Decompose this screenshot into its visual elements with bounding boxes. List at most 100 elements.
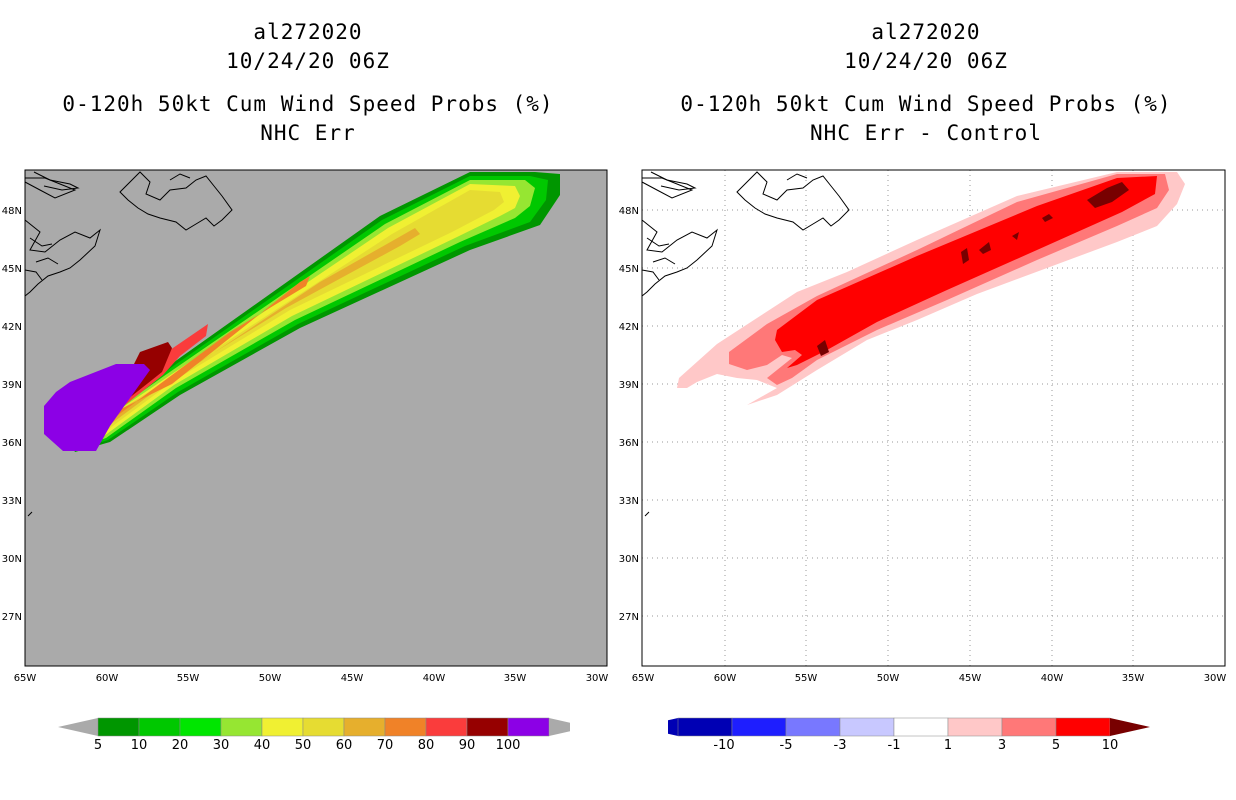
product-label: 0-120h 50kt Cum Wind Speed Probs (%) <box>680 92 1172 116</box>
colorbar-box <box>1001 717 1057 737</box>
lon-tick-label: 30W <box>586 673 609 684</box>
diff-contour-5 <box>775 176 1157 368</box>
forecast-time-label: 10/24/20 06Z <box>226 49 390 73</box>
lat-tick-labels: 48N 45N 42N 39N 36N 33N 30N 27N <box>619 206 639 623</box>
lon-tick-label: 45W <box>959 673 982 684</box>
colorbar-over-arrow <box>549 718 570 736</box>
lat-tick-label: 33N <box>619 496 639 507</box>
left-panel-title: al272020 10/24/20 06Z 0-120h 50kt Cum Wi… <box>18 18 598 148</box>
lon-tick-labels: 65W 60W 55W 50W 45W 40W 35W 30W <box>632 673 1227 684</box>
lon-tick-label: 35W <box>504 673 527 684</box>
lon-tick-label: 60W <box>714 673 737 684</box>
prob-contour-40 <box>69 190 504 444</box>
lat-tick-label: 39N <box>619 380 639 391</box>
colorbar-label: 10 <box>131 738 148 753</box>
colorbar-box <box>947 717 1003 737</box>
colorbar-box <box>302 717 345 737</box>
left-probability-map: 65W 60W 55W 50W 45W 40W 35W 30W 48N 45N 42N 39N 36N… <box>2 169 609 684</box>
colorbar-box <box>179 717 222 737</box>
colorbar-label: 3 <box>998 738 1006 753</box>
storm-id-label: al272020 <box>253 20 363 44</box>
lon-tick-label: 45W <box>341 673 364 684</box>
lon-tick-label: 50W <box>259 673 282 684</box>
colorbar-box <box>138 717 181 737</box>
coastline-fragment <box>27 511 33 517</box>
coastline <box>642 171 850 297</box>
lon-tick-labels: 65W 60W 55W 50W 45W 40W 35W 30W <box>14 673 609 684</box>
lat-tick-label: 30N <box>619 554 639 565</box>
lat-tick-label: 45N <box>2 264 22 275</box>
lon-tick-label: 65W <box>14 673 37 684</box>
lat-tick-label: 27N <box>2 612 22 623</box>
colorbar-box <box>384 717 427 737</box>
colorbar-box <box>97 717 140 737</box>
prob-contour-50 <box>70 228 420 442</box>
lon-tick-label: 40W <box>1041 673 1064 684</box>
colorbar-box <box>220 717 263 737</box>
colorbar-label: 100 <box>496 738 521 753</box>
experiment-label: NHC Err - Control <box>810 121 1042 145</box>
colorbar-label: -5 <box>780 738 793 753</box>
map-frame <box>641 169 1226 667</box>
colorbar-box <box>425 717 468 737</box>
colorbar-box <box>785 717 841 737</box>
diff-contour-10 <box>979 242 991 254</box>
colorbar-box <box>507 717 550 737</box>
colorbar-label: 5 <box>1052 738 1060 753</box>
colorbar-label: -10 <box>713 738 734 753</box>
right-difference-map: 65W 60W 55W 50W 45W 40W 35W 30W 48N 45N 42N 39N 36N… <box>619 169 1227 684</box>
diff-contour-10 <box>1012 232 1019 240</box>
diff-contour-10 <box>1042 214 1053 222</box>
colorbar-label: 20 <box>172 738 189 753</box>
colorbar-label: 70 <box>377 738 394 753</box>
storm-id-label: al272020 <box>871 20 981 44</box>
colorbar-label: 1 <box>944 738 952 753</box>
lat-tick-labels: 48N 45N 42N 39N 36N 33N 30N 27N <box>2 206 22 623</box>
forecast-time-label: 10/24/20 06Z <box>844 49 1008 73</box>
lat-tick-label: 30N <box>2 554 22 565</box>
lon-tick-label: 65W <box>632 673 655 684</box>
lon-tick-label: 55W <box>795 673 818 684</box>
lon-tick-label: 50W <box>877 673 900 684</box>
lat-tick-label: 42N <box>619 322 639 333</box>
colorbar-label: -3 <box>834 738 847 753</box>
lat-tick-label: 33N <box>2 496 22 507</box>
right-colorbar: -10 -5 -3 -1 1 3 5 10 <box>668 717 1150 753</box>
lon-tick-label: 40W <box>423 673 446 684</box>
colorbar-box <box>731 717 787 737</box>
lat-tick-label: 39N <box>2 380 22 391</box>
experiment-label: NHC Err <box>260 121 356 145</box>
colorbar-under-arrow <box>668 718 678 736</box>
coastline-fragment <box>644 511 650 517</box>
lon-tick-label: 30W <box>1204 673 1227 684</box>
colorbar-box <box>466 717 509 737</box>
colorbar-label: 10 <box>1102 738 1119 753</box>
lon-tick-label: 60W <box>96 673 119 684</box>
coastline <box>25 171 233 297</box>
colorbar-over-arrow <box>1110 718 1150 736</box>
prob-contour-100 <box>46 366 147 449</box>
lat-tick-label: 48N <box>619 206 639 217</box>
colorbar-label: -1 <box>888 738 901 753</box>
colorbar-label: 80 <box>418 738 435 753</box>
colorbar-label: 50 <box>295 738 312 753</box>
lat-tick-label: 45N <box>619 264 639 275</box>
colorbar-under-arrow <box>58 718 98 736</box>
diff-contour-10 <box>1087 182 1129 208</box>
colorbar-box <box>677 717 733 737</box>
colorbar-label: 60 <box>336 738 353 753</box>
colorbar-box <box>893 717 949 737</box>
colorbar-box <box>839 717 895 737</box>
colorbar-box <box>1055 717 1111 737</box>
lat-tick-label: 48N <box>2 206 22 217</box>
colorbar-label: 5 <box>94 738 102 753</box>
lon-tick-label: 55W <box>177 673 200 684</box>
diff-contour-10 <box>817 340 829 356</box>
colorbar-label: 40 <box>254 738 271 753</box>
colorbar-label: 30 <box>213 738 230 753</box>
right-panel-title: al272020 10/24/20 06Z 0-120h 50kt Cum Wi… <box>636 18 1216 148</box>
lat-tick-label: 42N <box>2 322 22 333</box>
product-label: 0-120h 50kt Cum Wind Speed Probs (%) <box>62 92 554 116</box>
colorbar-box <box>261 717 304 737</box>
lon-tick-label: 35W <box>1122 673 1145 684</box>
